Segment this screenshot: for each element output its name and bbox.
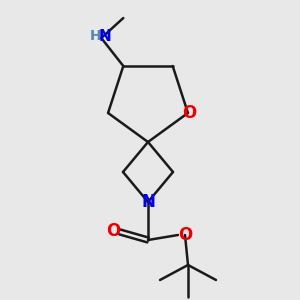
Text: O: O xyxy=(182,104,196,122)
Text: N: N xyxy=(141,193,155,211)
Text: O: O xyxy=(106,222,120,240)
Text: H: H xyxy=(89,29,101,43)
Text: O: O xyxy=(178,226,192,244)
Text: N: N xyxy=(99,28,112,44)
